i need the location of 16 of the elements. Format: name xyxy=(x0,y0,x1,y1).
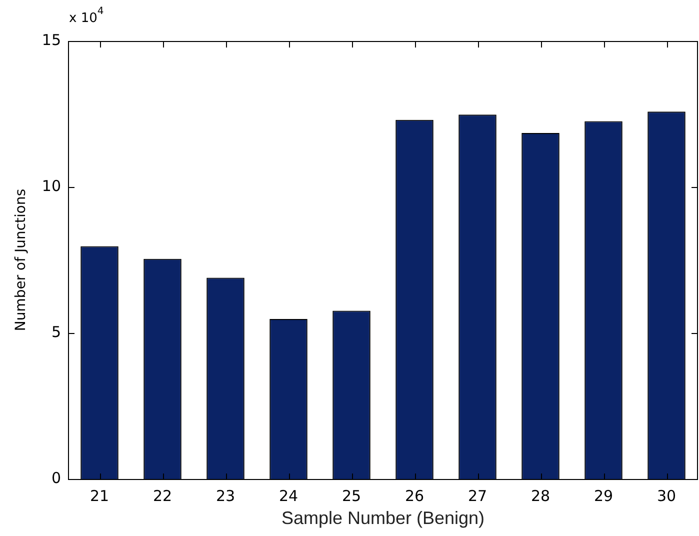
x-tick-label: 24 xyxy=(278,486,298,505)
y-tick-label: 10 xyxy=(42,176,61,195)
x-axis-title: Sample Number (Benign) xyxy=(281,508,485,528)
x-tick-label: 26 xyxy=(404,486,424,505)
x-tick-label: 21 xyxy=(90,486,110,505)
y-axis-title: Number of Junctions xyxy=(13,188,30,332)
y-tick-label: 0 xyxy=(51,468,61,487)
x-tick-label: 29 xyxy=(594,486,614,505)
x-tick-label: 25 xyxy=(342,486,362,505)
y-tick-label: 5 xyxy=(51,322,61,341)
y-tick-label: 15 xyxy=(42,30,61,49)
x-tick-label: 27 xyxy=(468,486,488,505)
x-tick-label: 30 xyxy=(656,486,676,505)
x-tick-label: 23 xyxy=(216,486,236,505)
x-tick-label: 22 xyxy=(152,486,172,505)
x-tick-label: 28 xyxy=(530,486,550,505)
